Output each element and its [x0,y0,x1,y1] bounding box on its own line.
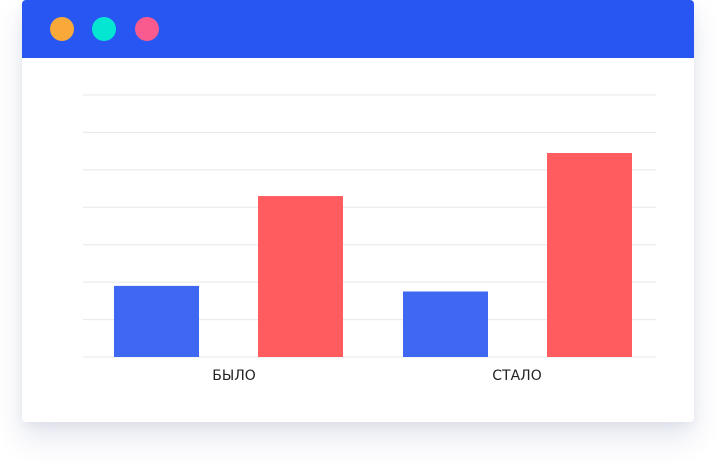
bar-chart: БЫЛО СТАЛО [83,94,656,384]
window-titlebar [22,0,694,58]
bar-before-series-1 [114,285,199,357]
window-control-pink-dot[interactable] [135,17,159,41]
window-control-orange-dot[interactable] [50,17,74,41]
bar-after-series-1 [403,291,488,357]
chart-category-labels: БЫЛО СТАЛО [212,368,541,384]
window-control-teal-dot[interactable] [92,17,116,41]
app-window: БЫЛО СТАЛО [22,0,694,422]
bar-before-series-2 [258,196,343,357]
bar-after-series-2 [547,153,632,357]
category-label-before: БЫЛО [212,368,256,384]
category-label-after: СТАЛО [492,368,541,384]
chart-bars [114,153,632,357]
